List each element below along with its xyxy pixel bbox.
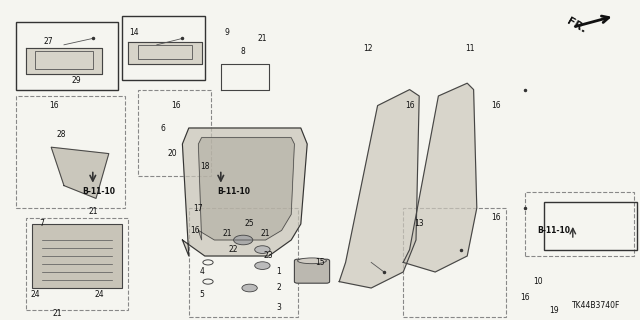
- Text: TK44B3740F: TK44B3740F: [572, 301, 621, 310]
- Text: 23: 23: [264, 252, 274, 260]
- Text: 16: 16: [190, 226, 200, 235]
- Text: 14: 14: [129, 28, 140, 36]
- Text: 16: 16: [404, 101, 415, 110]
- Text: FR.: FR.: [564, 16, 588, 35]
- Text: 9: 9: [225, 28, 230, 36]
- Circle shape: [242, 284, 257, 292]
- Text: 17: 17: [193, 204, 204, 212]
- Circle shape: [255, 246, 270, 253]
- Text: 16: 16: [491, 213, 501, 222]
- Text: 18: 18: [200, 162, 209, 171]
- Polygon shape: [182, 128, 307, 256]
- Text: 22: 22: [229, 245, 238, 254]
- Bar: [138, 45, 192, 59]
- Text: B-11-10: B-11-10: [217, 188, 250, 196]
- Text: 24: 24: [30, 290, 40, 299]
- Text: 21: 21: [223, 229, 232, 238]
- FancyBboxPatch shape: [294, 259, 330, 283]
- Text: 28: 28: [56, 130, 65, 139]
- Bar: [32, 224, 122, 288]
- Text: 16: 16: [520, 293, 530, 302]
- Text: 24: 24: [94, 290, 104, 299]
- Text: B-11-10: B-11-10: [83, 188, 116, 196]
- Text: 27: 27: [43, 37, 53, 46]
- Polygon shape: [403, 83, 477, 272]
- Text: 5: 5: [199, 290, 204, 299]
- Polygon shape: [26, 48, 102, 74]
- Text: 3: 3: [276, 303, 281, 312]
- Text: 15: 15: [315, 258, 325, 267]
- Text: 29: 29: [72, 76, 82, 84]
- Text: 6: 6: [161, 124, 166, 132]
- Text: 16: 16: [491, 101, 501, 110]
- Text: 13: 13: [414, 220, 424, 228]
- Circle shape: [255, 262, 270, 269]
- Text: 10: 10: [532, 277, 543, 286]
- Text: 20: 20: [168, 149, 178, 158]
- Text: 25: 25: [244, 220, 255, 228]
- Text: 1: 1: [276, 268, 281, 276]
- Text: 21: 21: [258, 34, 267, 43]
- Polygon shape: [198, 138, 294, 240]
- Text: 19: 19: [548, 306, 559, 315]
- Polygon shape: [51, 147, 109, 198]
- Text: 7: 7: [39, 220, 44, 228]
- Text: 4: 4: [199, 268, 204, 276]
- Text: 21: 21: [88, 207, 97, 216]
- Polygon shape: [128, 42, 202, 64]
- Text: 21: 21: [261, 229, 270, 238]
- Text: 21: 21: [53, 309, 62, 318]
- Text: 8: 8: [241, 47, 246, 56]
- Text: 16: 16: [49, 101, 60, 110]
- Text: B-11-10: B-11-10: [537, 226, 570, 235]
- Bar: [35, 51, 93, 69]
- Polygon shape: [339, 90, 419, 288]
- Circle shape: [234, 235, 253, 245]
- Text: 2: 2: [276, 284, 281, 292]
- Text: 16: 16: [171, 101, 181, 110]
- Text: 11: 11: [466, 44, 475, 52]
- Ellipse shape: [298, 258, 326, 264]
- Text: 12: 12: [364, 44, 372, 52]
